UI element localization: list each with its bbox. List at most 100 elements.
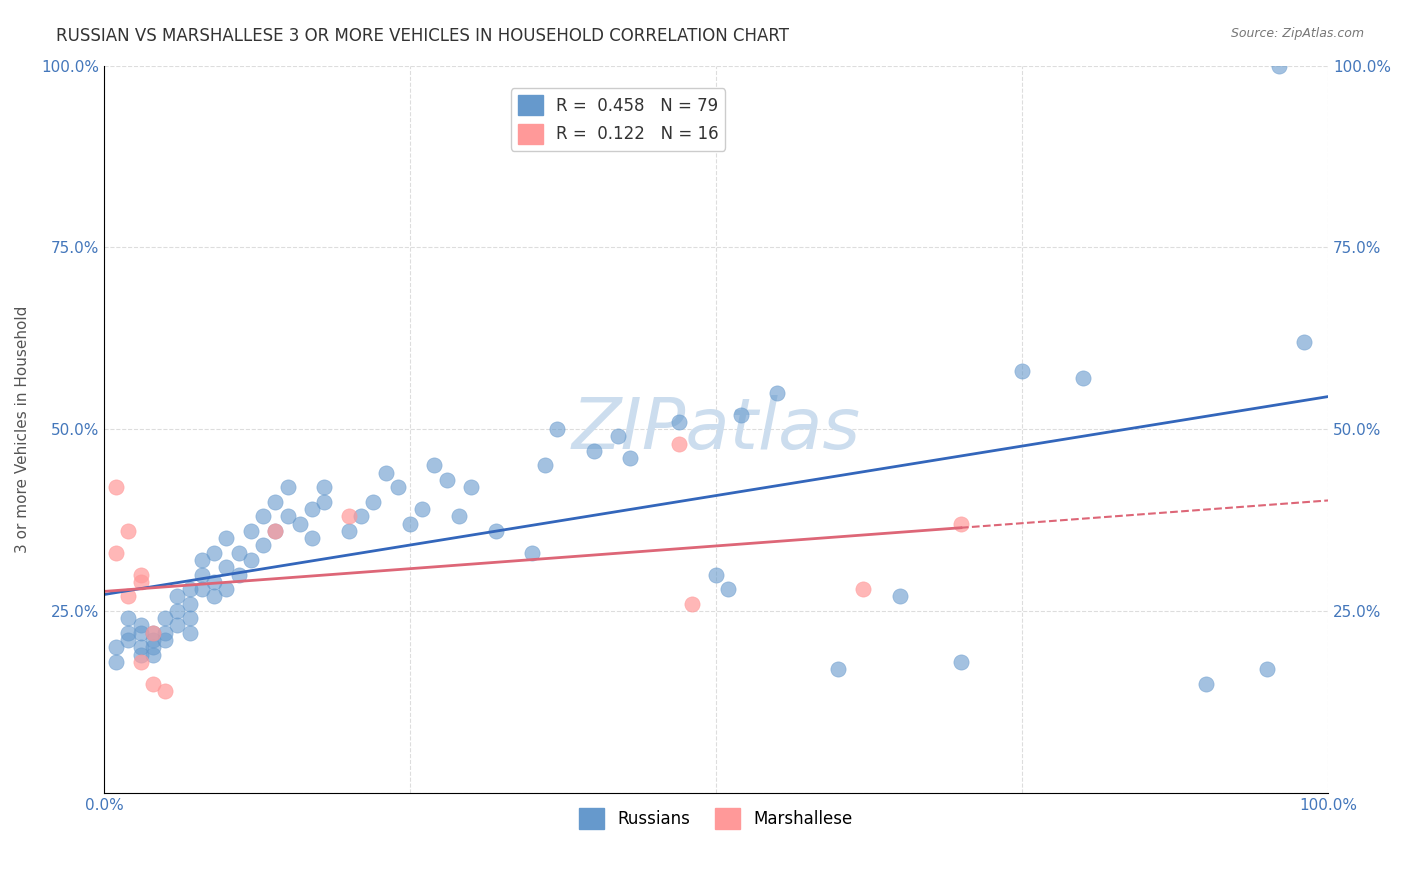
Point — [730, 408, 752, 422]
Point — [179, 582, 201, 596]
Point — [1011, 364, 1033, 378]
Point — [166, 618, 188, 632]
Point — [129, 567, 152, 582]
Point — [337, 524, 360, 538]
Point — [277, 509, 299, 524]
Point — [546, 422, 568, 436]
Point — [105, 480, 128, 494]
Point — [522, 546, 544, 560]
Point — [166, 590, 188, 604]
Point — [129, 618, 152, 632]
Point — [202, 546, 225, 560]
Point — [314, 480, 336, 494]
Point — [179, 611, 201, 625]
Point — [485, 524, 508, 538]
Point — [277, 480, 299, 494]
Point — [142, 625, 165, 640]
Point — [215, 560, 238, 574]
Point — [179, 625, 201, 640]
Point — [105, 546, 128, 560]
Point — [228, 567, 250, 582]
Point — [142, 640, 165, 655]
Point — [619, 451, 641, 466]
Point — [105, 640, 128, 655]
Point — [117, 524, 139, 538]
Point — [202, 590, 225, 604]
Point — [361, 495, 384, 509]
Point — [949, 516, 972, 531]
Point — [166, 604, 188, 618]
Point — [129, 648, 152, 662]
Point — [387, 480, 409, 494]
Point — [1195, 676, 1218, 690]
Text: Source: ZipAtlas.com: Source: ZipAtlas.com — [1230, 27, 1364, 40]
Point — [215, 582, 238, 596]
Point — [827, 662, 849, 676]
Point — [264, 495, 287, 509]
Point — [202, 574, 225, 589]
Point — [436, 473, 458, 487]
Point — [1256, 662, 1278, 676]
Point — [153, 684, 176, 698]
Point — [264, 524, 287, 538]
Point — [117, 625, 139, 640]
Point — [447, 509, 470, 524]
Point — [153, 625, 176, 640]
Point — [129, 574, 152, 589]
Point — [191, 567, 214, 582]
Point — [852, 582, 875, 596]
Point — [717, 582, 740, 596]
Point — [460, 480, 482, 494]
Point — [1268, 59, 1291, 73]
Point — [142, 625, 165, 640]
Point — [252, 538, 274, 552]
Point — [1071, 371, 1094, 385]
Point — [153, 632, 176, 647]
Point — [142, 632, 165, 647]
Point — [252, 509, 274, 524]
Point — [239, 524, 262, 538]
Y-axis label: 3 or more Vehicles in Household: 3 or more Vehicles in Household — [15, 305, 30, 553]
Point — [301, 531, 323, 545]
Point — [215, 531, 238, 545]
Point — [142, 676, 165, 690]
Point — [264, 524, 287, 538]
Point — [350, 509, 373, 524]
Point — [179, 597, 201, 611]
Point — [288, 516, 311, 531]
Point — [704, 567, 727, 582]
Point — [129, 640, 152, 655]
Point — [766, 385, 789, 400]
Point — [582, 444, 605, 458]
Point — [889, 590, 911, 604]
Point — [153, 611, 176, 625]
Point — [129, 625, 152, 640]
Point — [301, 502, 323, 516]
Point — [533, 458, 555, 473]
Text: ZIPatlas: ZIPatlas — [572, 394, 860, 464]
Point — [668, 415, 690, 429]
Point — [607, 429, 630, 443]
Point — [191, 582, 214, 596]
Point — [337, 509, 360, 524]
Point — [142, 648, 165, 662]
Point — [681, 597, 703, 611]
Point — [399, 516, 422, 531]
Point — [411, 502, 433, 516]
Point — [117, 611, 139, 625]
Point — [423, 458, 446, 473]
Point — [105, 655, 128, 669]
Point — [117, 632, 139, 647]
Point — [129, 655, 152, 669]
Point — [239, 553, 262, 567]
Text: RUSSIAN VS MARSHALLESE 3 OR MORE VEHICLES IN HOUSEHOLD CORRELATION CHART: RUSSIAN VS MARSHALLESE 3 OR MORE VEHICLE… — [56, 27, 789, 45]
Point — [668, 436, 690, 450]
Point — [949, 655, 972, 669]
Point — [374, 466, 396, 480]
Point — [191, 553, 214, 567]
Point — [1292, 334, 1315, 349]
Point — [228, 546, 250, 560]
Point — [314, 495, 336, 509]
Point — [117, 590, 139, 604]
Legend: Russians, Marshallese: Russians, Marshallese — [572, 802, 859, 835]
